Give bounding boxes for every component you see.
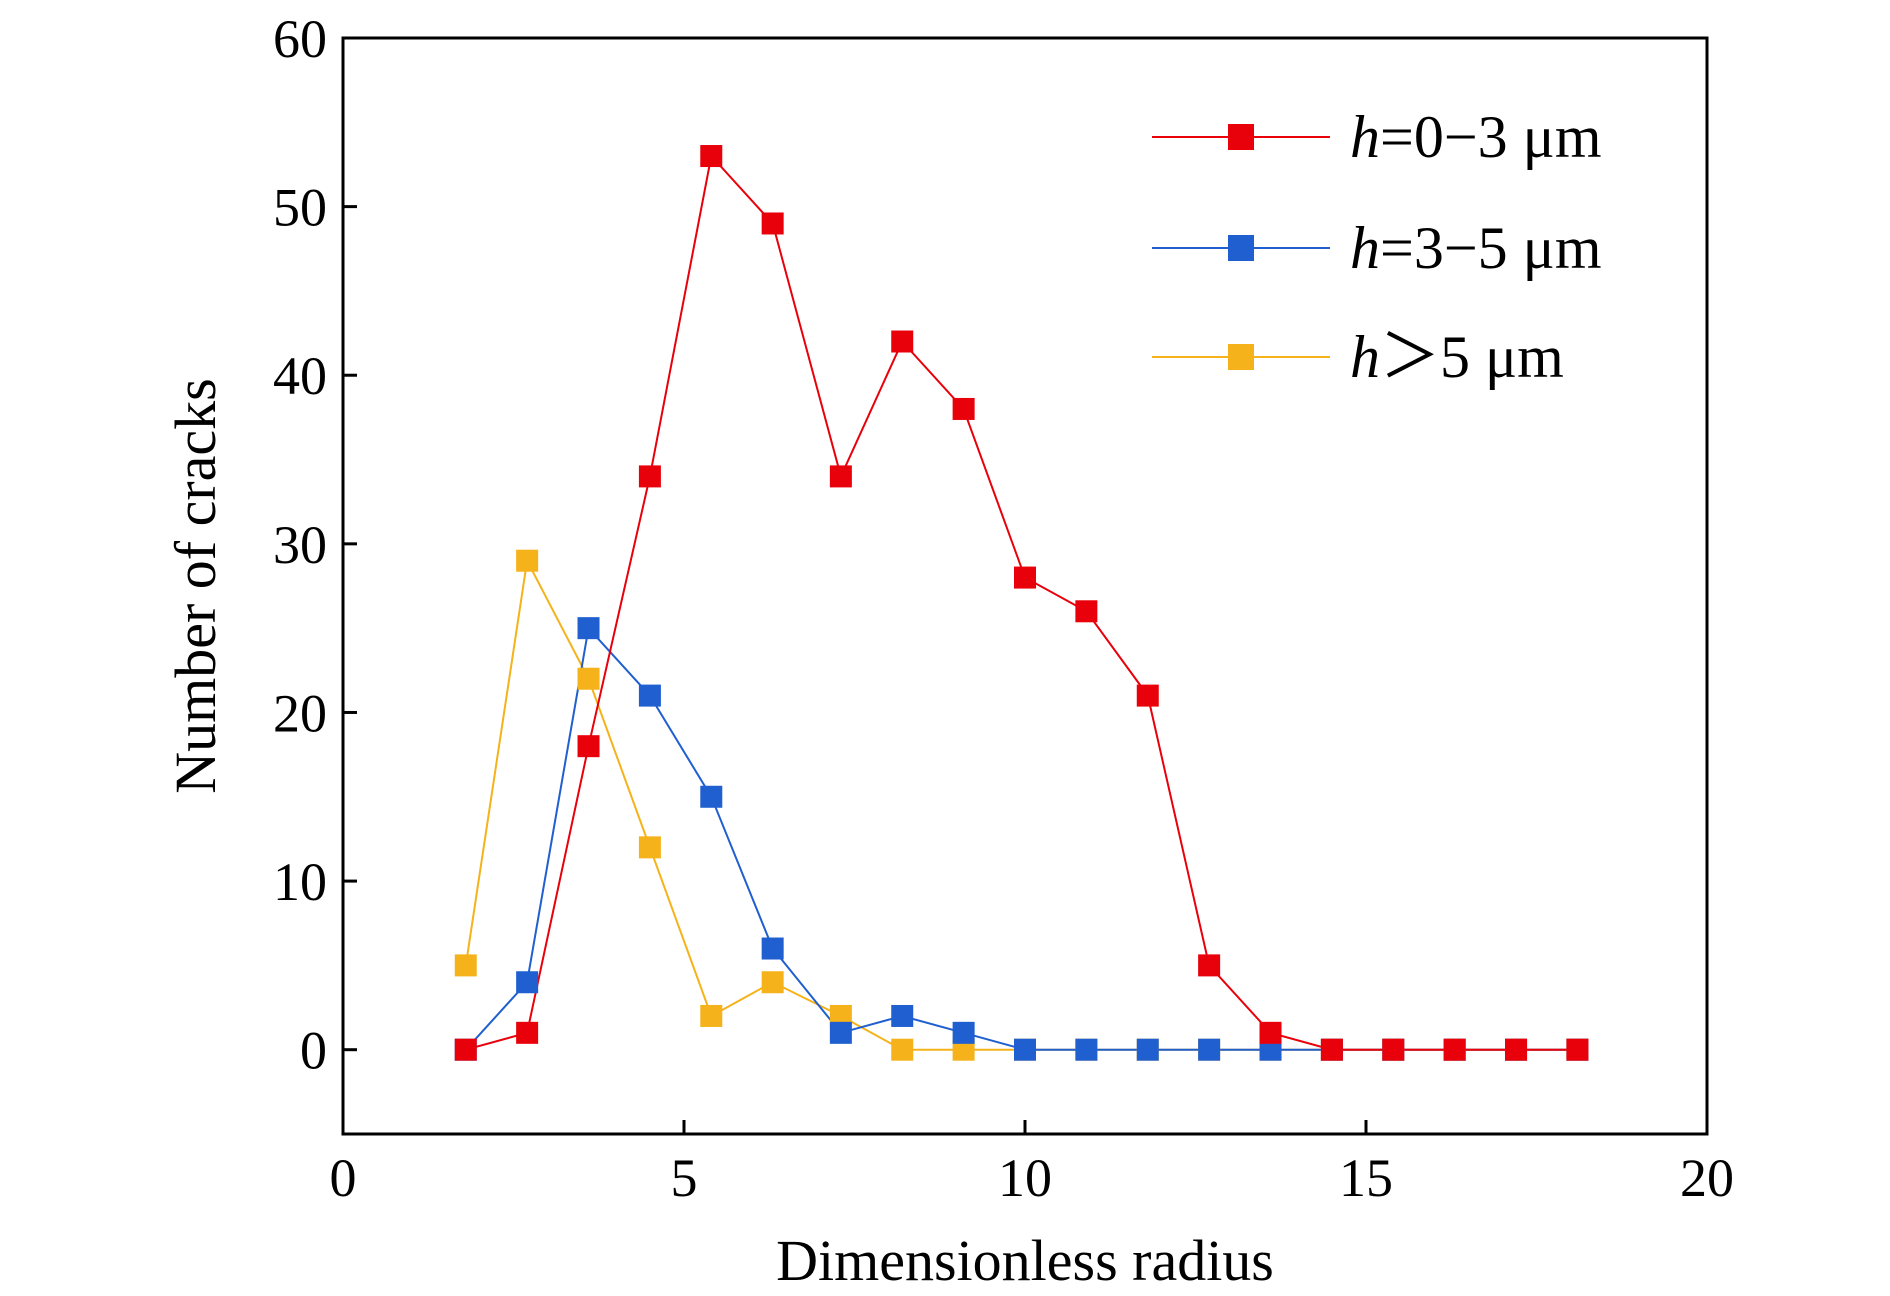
data-point-marker <box>891 330 914 353</box>
y-tick-label: 30 <box>273 515 327 575</box>
data-point-marker <box>1320 1038 1343 1061</box>
y-tick-label: 60 <box>273 9 327 69</box>
data-point-marker <box>952 397 975 420</box>
data-point-marker <box>577 617 600 640</box>
y-tick-label: 0 <box>300 1021 327 1081</box>
data-point-marker <box>700 1004 723 1027</box>
data-point-marker <box>454 954 477 977</box>
data-point-marker <box>1014 1038 1036 1061</box>
x-axis-title: Dimensionless radius <box>776 1228 1274 1293</box>
series-line <box>465 626 1578 1051</box>
data-point-marker <box>1566 1038 1589 1061</box>
data-point-marker <box>1443 1038 1466 1061</box>
x-tick-label: 20 <box>1680 1148 1734 1208</box>
legend-label: h=0−3 μm <box>1350 104 1602 170</box>
data-point-marker <box>700 145 723 168</box>
data-point-marker <box>829 1021 852 1044</box>
legend-marker <box>1228 124 1254 150</box>
data-point-marker <box>891 1004 914 1027</box>
y-tick-label: 10 <box>273 852 327 912</box>
data-point-marker <box>761 212 784 235</box>
series-line <box>464 557 1578 1051</box>
x-tick-label: 5 <box>671 1148 698 1208</box>
data-point-marker <box>829 1004 852 1027</box>
data-point-marker <box>952 1021 975 1044</box>
y-axis-title: Number of cracks <box>163 378 228 794</box>
data-point-marker <box>1259 1021 1282 1044</box>
data-point-marker <box>1075 1038 1098 1061</box>
data-point-marker <box>454 1038 477 1061</box>
data-point-marker <box>1198 954 1221 977</box>
y-tick-label: 50 <box>273 178 327 238</box>
series-line <box>465 153 1578 1051</box>
x-tick-label: 15 <box>1339 1148 1393 1208</box>
data-point-marker <box>952 1038 975 1061</box>
data-point-marker <box>1259 1038 1282 1061</box>
data-point-marker <box>1014 566 1036 589</box>
data-point-marker <box>516 549 539 572</box>
plot-series <box>454 145 1589 1061</box>
data-point-marker <box>1382 1038 1405 1061</box>
data-point-marker <box>700 785 723 808</box>
legend: h=0−3 μm h=3−5 μm h＞5 μm <box>1152 104 1602 390</box>
legend-marker <box>1228 235 1254 261</box>
data-point-marker <box>1075 600 1098 623</box>
data-point-marker <box>1136 684 1159 707</box>
data-point-marker <box>638 465 661 488</box>
data-point-marker <box>516 1021 539 1044</box>
data-point-marker <box>761 937 784 960</box>
data-point-marker <box>761 971 784 994</box>
data-point-marker <box>1505 1038 1528 1061</box>
x-tick-label: 10 <box>998 1148 1052 1208</box>
data-point-marker <box>577 667 600 690</box>
data-point-marker <box>638 836 661 859</box>
data-point-marker <box>891 1038 914 1061</box>
data-point-marker <box>829 465 852 488</box>
data-point-marker <box>1198 1038 1221 1061</box>
data-point-marker <box>577 735 600 758</box>
legend-marker <box>1228 344 1254 370</box>
y-tick-label: 40 <box>273 346 327 406</box>
data-point-marker <box>638 684 661 707</box>
legend-label: h=3−5 μm <box>1350 215 1602 281</box>
legend-label: h＞5 μm <box>1350 324 1564 390</box>
plot-frame <box>341 36 1709 1136</box>
data-point-marker <box>1136 1038 1159 1061</box>
y-tick-label: 20 <box>273 683 327 743</box>
data-point-marker <box>516 971 539 994</box>
x-tick-label: 0 <box>330 1148 357 1208</box>
axis-ticks: 0 5 10 15 20 0 10 20 30 40 50 60 <box>273 9 1734 1208</box>
